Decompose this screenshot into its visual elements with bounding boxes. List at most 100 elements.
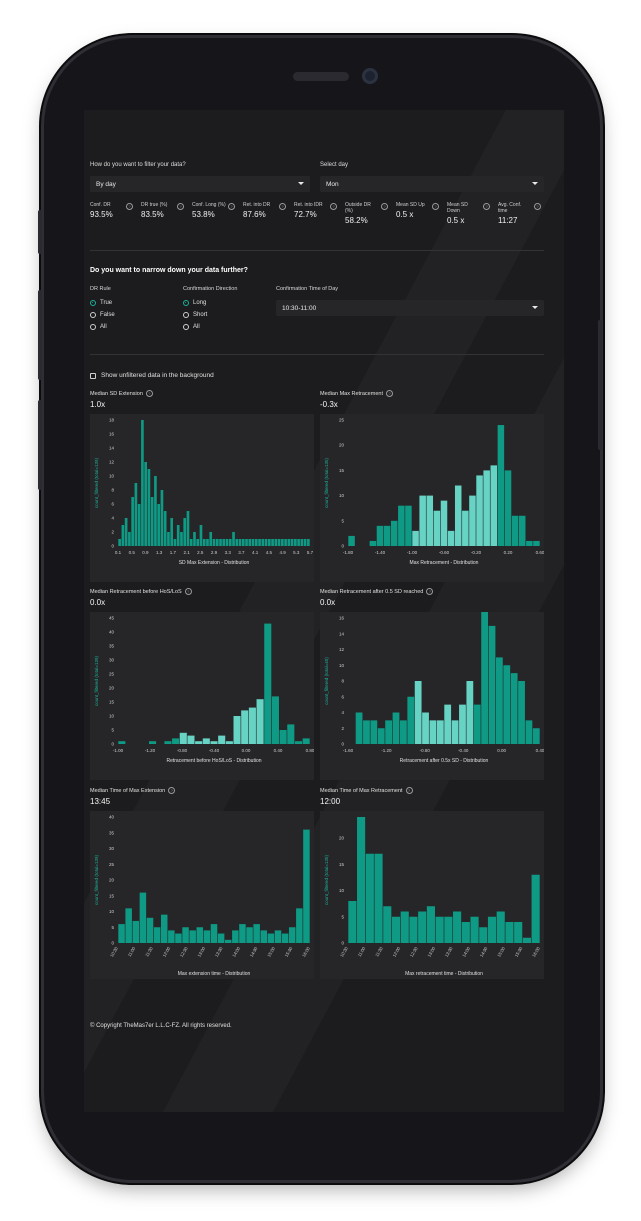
radio-short[interactable]: Short — [183, 312, 207, 318]
bar — [225, 741, 233, 744]
bar — [454, 485, 462, 546]
y-tick-label: 18 — [109, 418, 115, 423]
radio-circle[interactable] — [90, 312, 96, 318]
y-tick-label: 15 — [109, 700, 115, 705]
help-icon[interactable]: ? — [534, 203, 541, 210]
chart-svg: 0 5 10 15 20 25 30 35 40 45 count_filtered (total=… — [94, 616, 315, 765]
bar — [281, 933, 289, 943]
checkbox-box[interactable] — [90, 372, 96, 379]
bar — [218, 735, 226, 744]
radio-false[interactable]: False — [90, 312, 115, 318]
x-axis-label: Max retracement time - Distribution — [405, 971, 483, 977]
bar — [209, 532, 213, 546]
help-icon[interactable]: ? — [381, 203, 388, 210]
bar — [300, 539, 304, 546]
radio-true[interactable]: True — [90, 300, 112, 306]
x-tick-label: 0.9 — [142, 550, 149, 555]
radio-circle[interactable] — [90, 300, 96, 306]
bar — [303, 539, 307, 546]
bar — [363, 720, 370, 744]
help-icon[interactable]: ? — [483, 203, 490, 210]
x-tick-label: 2.5 — [197, 550, 204, 555]
y-tick-label: 4 — [341, 710, 344, 715]
x-tick-label: -1.20 — [145, 748, 156, 753]
bar — [173, 539, 177, 546]
bar — [254, 539, 258, 546]
filter-select[interactable]: By day — [90, 176, 310, 192]
help-icon[interactable]: ? — [279, 203, 286, 210]
y-tick-label: 4 — [111, 516, 114, 521]
time-label: Confirmation Time of Day — [276, 286, 339, 292]
bar — [307, 539, 310, 546]
x-axis-label: Retracement after 0.5x SD - Distribution — [400, 758, 489, 764]
metric-value: 93.5% — [90, 210, 113, 219]
radio-all[interactable]: All — [90, 324, 107, 330]
bar — [377, 728, 385, 744]
y-tick-label: 15 — [339, 468, 345, 473]
chart-title: Median SD Extension? — [90, 390, 153, 397]
help-icon[interactable]: ? — [432, 203, 439, 210]
bar — [202, 738, 210, 744]
radio-label: Short — [193, 312, 208, 318]
bar — [186, 511, 190, 546]
radio-all[interactable]: All — [183, 324, 200, 330]
y-tick-label: 5 — [111, 925, 114, 930]
y-tick-label: 5 — [111, 728, 114, 733]
bar — [260, 930, 268, 943]
bar — [271, 696, 279, 744]
show-unfiltered-checkbox[interactable]: Show unfiltered data in the background — [90, 372, 214, 379]
bar — [479, 927, 488, 943]
y-tick-label: 0 — [341, 742, 344, 747]
bar — [433, 510, 441, 546]
day-select[interactable]: Mon — [320, 176, 544, 192]
chart-title-text: Median Time of Max Retracement — [320, 787, 403, 794]
y-tick-label: 30 — [109, 658, 115, 663]
help-icon[interactable]: ? — [168, 787, 176, 794]
bar — [196, 539, 200, 546]
y-tick-label: 25 — [339, 418, 345, 423]
help-icon[interactable]: ? — [228, 203, 235, 210]
y-tick-label: 10 — [109, 909, 115, 914]
bar — [279, 730, 287, 744]
bar — [470, 916, 479, 943]
y-tick-label: 0 — [341, 544, 344, 549]
bar — [447, 530, 455, 546]
bar — [176, 525, 180, 546]
bar — [180, 532, 183, 546]
help-icon[interactable]: ? — [405, 787, 413, 794]
day-select-value: Mon — [326, 180, 339, 188]
bar — [125, 908, 132, 943]
chart-stat: -0.3x — [320, 400, 338, 409]
chart-5: Median Time of Max Retracement? 12:00 — [320, 787, 413, 806]
metric-label: Avg. Conf. time — [498, 202, 522, 214]
y-tick-label: 15 — [339, 862, 345, 867]
bar — [355, 712, 363, 744]
help-icon[interactable]: ? — [426, 588, 434, 595]
y-tick-label: 12 — [339, 647, 345, 652]
help-icon[interactable]: ? — [385, 390, 393, 397]
y-axis-label: count_filtered (total=139) — [94, 458, 99, 508]
bar — [407, 696, 415, 744]
radio-circle[interactable] — [183, 312, 189, 318]
help-icon[interactable]: ? — [184, 588, 192, 595]
bar — [196, 927, 204, 943]
bar — [497, 425, 505, 546]
chart-svg: 0 5 10 15 20 25 30 35 40 count_filtered (total=13… — [94, 815, 311, 978]
help-icon[interactable]: ? — [177, 203, 184, 210]
radio-long[interactable]: Long — [183, 300, 206, 306]
radio-circle[interactable] — [90, 324, 96, 330]
help-icon[interactable]: ? — [145, 390, 153, 397]
bar — [357, 817, 366, 943]
radio-circle[interactable] — [183, 324, 189, 330]
help-icon[interactable]: ? — [126, 203, 133, 210]
radio-circle[interactable] — [183, 300, 189, 306]
help-icon[interactable]: ? — [330, 203, 337, 210]
x-tick-label: -1.20 — [381, 748, 392, 753]
bar — [514, 922, 523, 943]
chart-0: Median SD Extension? 1.0x — [90, 390, 153, 409]
bar — [128, 532, 131, 546]
bar — [224, 939, 232, 943]
x-tick-label: 12:30 — [409, 945, 419, 957]
time-select[interactable]: 10:30-11:00 — [276, 300, 544, 316]
x-tick-label: 15:30 — [514, 945, 524, 957]
